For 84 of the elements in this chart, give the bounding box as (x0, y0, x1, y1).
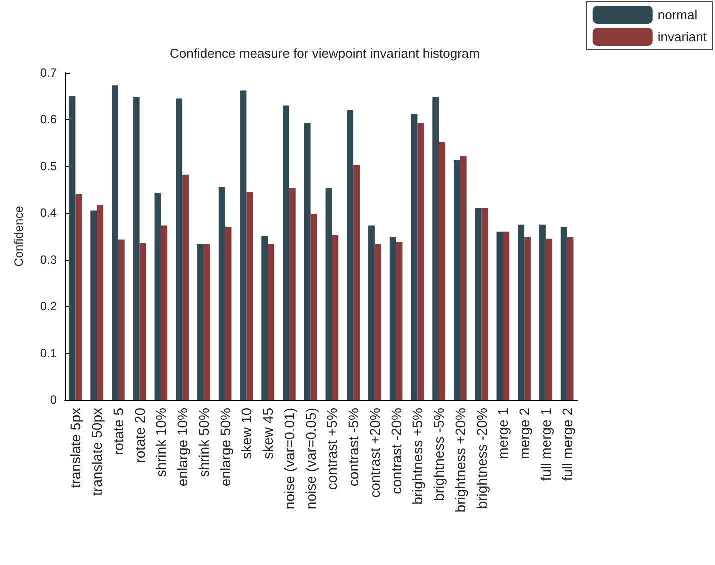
bar (454, 160, 460, 400)
bar (97, 205, 104, 400)
y-tick-label: 0.6 (40, 112, 58, 127)
x-tick-label: brightness -5% (431, 408, 448, 502)
x-tick-label: skew 10 (238, 408, 255, 460)
bar (69, 96, 76, 400)
bar (503, 232, 510, 400)
x-tick-label: translate 50px (89, 408, 106, 496)
bar (432, 97, 440, 400)
x-tick-label: brightness +5% (410, 408, 426, 505)
bar (374, 244, 382, 400)
x-tick-label: full merge 1 (538, 408, 554, 482)
x-tick-label: contrast +5% (324, 408, 340, 490)
bar (118, 240, 125, 400)
bar (198, 244, 204, 400)
x-tick-label: rotate 5 (110, 408, 126, 456)
bar (567, 237, 574, 400)
bar (475, 208, 482, 400)
bar (546, 238, 552, 400)
y-tick-label: 0.2 (40, 300, 58, 314)
bar (310, 214, 318, 400)
x-tick-label: translate 5px (68, 408, 84, 488)
x-tick-label: contrast -20% (388, 408, 404, 494)
bar (540, 224, 546, 400)
bar (460, 156, 467, 400)
bar (140, 244, 146, 400)
x-tick-label: merge 1 (495, 408, 512, 460)
legend-label: invariant (658, 30, 708, 44)
x-tick-label: full merge 2 (559, 408, 576, 482)
x-tick-label: shrink 10% (153, 408, 170, 478)
bar (347, 110, 354, 400)
y-axis-title: Confidence (12, 206, 26, 267)
bar (304, 123, 311, 400)
bar (368, 226, 375, 400)
x-tick-label: rotate 20 (132, 408, 148, 464)
bar (396, 242, 403, 400)
y-tick-label: 0.7 (40, 66, 58, 80)
chart-title: Confidence measure for viewpoint invariant histogram (170, 46, 480, 61)
bar (161, 226, 168, 400)
bar (76, 194, 82, 400)
bar (390, 237, 396, 400)
bar (133, 97, 140, 400)
bar (289, 188, 296, 400)
bar (332, 235, 339, 400)
x-tick-label: contrast +20% (366, 408, 383, 498)
bar (283, 106, 290, 400)
x-tick-label: shrink 50% (196, 408, 212, 478)
bar (246, 192, 254, 400)
bar (90, 210, 98, 400)
y-tick-label: 0.1 (40, 346, 58, 360)
bar (326, 188, 332, 400)
bar (225, 227, 232, 400)
bar (482, 208, 488, 400)
bar (354, 165, 360, 400)
x-tick-label: contrast -5% (346, 408, 362, 487)
bar (204, 244, 210, 400)
bar (268, 244, 274, 400)
y-tick-label: 0.4 (40, 206, 58, 220)
y-tick-label: 0.3 (40, 252, 58, 267)
x-tick-label: brightness +20% (452, 408, 468, 513)
x-tick-label: enlarge 10% (174, 408, 191, 487)
bar (182, 174, 189, 400)
bar (560, 227, 568, 400)
bar (439, 142, 446, 400)
y-tick-label: 0 (50, 393, 58, 407)
bar (518, 224, 525, 400)
bar (524, 237, 531, 400)
bar (262, 236, 268, 400)
bar (154, 193, 162, 400)
x-tick-label: enlarge 50% (217, 408, 234, 487)
bar (176, 98, 183, 400)
bar (496, 232, 504, 400)
x-tick-label: noise (var=0.05) (302, 408, 319, 510)
bar (240, 90, 247, 400)
x-tick-label: skew 45 (260, 408, 276, 460)
y-tick-label: 0.5 (40, 159, 58, 174)
legend-label: normal (658, 8, 698, 22)
bar (411, 114, 418, 400)
bar (218, 187, 226, 400)
x-tick-label: merge 2 (516, 408, 533, 460)
bar (418, 123, 424, 400)
x-tick-label: brightness -20% (474, 408, 490, 510)
x-tick-label: noise (var=0.01) (281, 408, 298, 510)
bar (112, 86, 118, 400)
